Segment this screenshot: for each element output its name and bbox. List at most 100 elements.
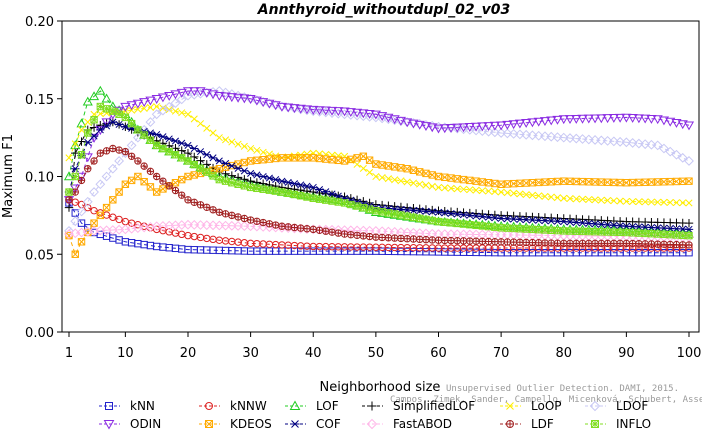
data-point bbox=[283, 103, 294, 113]
data-point bbox=[679, 231, 687, 239]
data-point bbox=[190, 144, 199, 153]
data-point bbox=[578, 195, 587, 203]
data-point bbox=[297, 224, 304, 232]
data-point bbox=[502, 120, 513, 130]
data-point bbox=[397, 211, 405, 219]
data-point bbox=[452, 123, 463, 133]
data-point bbox=[422, 215, 430, 223]
data-point bbox=[358, 111, 369, 122]
data-point bbox=[96, 120, 105, 130]
data-point bbox=[615, 113, 626, 123]
data-point bbox=[533, 117, 544, 127]
y-tick-label: 0.20 bbox=[25, 15, 54, 30]
data-point bbox=[234, 180, 242, 188]
data-point bbox=[121, 180, 130, 188]
data-point bbox=[247, 183, 255, 191]
data-point bbox=[345, 110, 356, 120]
data-point bbox=[252, 171, 262, 179]
data-point bbox=[397, 164, 405, 172]
data-point bbox=[621, 137, 632, 148]
data-point bbox=[415, 204, 424, 214]
data-point bbox=[170, 98, 181, 109]
data-point bbox=[159, 177, 167, 185]
data-point bbox=[667, 241, 674, 248]
data-point bbox=[151, 95, 162, 104]
data-point bbox=[184, 157, 192, 165]
data-point bbox=[665, 117, 676, 127]
data-point bbox=[491, 188, 499, 196]
data-point bbox=[341, 230, 348, 238]
legend-label: COF bbox=[316, 417, 341, 431]
data-point bbox=[96, 211, 104, 219]
data-point bbox=[96, 102, 104, 111]
data-point bbox=[159, 185, 167, 193]
data-point bbox=[71, 250, 79, 258]
data-point bbox=[547, 226, 555, 234]
data-point bbox=[389, 115, 400, 125]
data-point bbox=[109, 145, 117, 152]
data-point bbox=[502, 128, 513, 139]
series-layer bbox=[63, 85, 695, 258]
data-point bbox=[679, 241, 686, 248]
data-point bbox=[496, 121, 507, 131]
data-point bbox=[522, 225, 530, 233]
data-point bbox=[103, 105, 111, 113]
data-point bbox=[366, 418, 378, 430]
data-point bbox=[447, 174, 455, 182]
series-line bbox=[68, 90, 690, 232]
data-point bbox=[677, 152, 688, 163]
data-point bbox=[366, 205, 374, 213]
data-point bbox=[234, 140, 242, 148]
data-point bbox=[408, 119, 419, 129]
data-point bbox=[554, 240, 561, 247]
data-point bbox=[608, 114, 619, 123]
data-point bbox=[654, 198, 662, 206]
data-point bbox=[591, 178, 599, 186]
data-point bbox=[385, 234, 392, 241]
data-point bbox=[671, 118, 682, 128]
data-point bbox=[189, 87, 200, 97]
data-point bbox=[460, 237, 467, 245]
data-point bbox=[604, 196, 612, 205]
data-point bbox=[685, 177, 693, 185]
data-point bbox=[397, 177, 405, 185]
data-point bbox=[403, 235, 411, 242]
data-point bbox=[516, 239, 524, 246]
data-point bbox=[276, 102, 287, 112]
data-point bbox=[535, 192, 543, 200]
data-point bbox=[465, 211, 475, 219]
legend-label: LOF bbox=[316, 399, 339, 413]
data-point bbox=[96, 126, 105, 134]
data-point bbox=[464, 123, 475, 132]
data-point bbox=[685, 241, 693, 249]
data-point bbox=[548, 239, 555, 247]
data-point bbox=[422, 169, 430, 177]
data-point bbox=[491, 223, 499, 231]
data-point bbox=[71, 172, 79, 181]
x-tick-label: 1 bbox=[65, 346, 73, 361]
data-point bbox=[428, 205, 437, 215]
data-point bbox=[226, 93, 237, 103]
y-axis: 0.00 0.05 0.10 0.15 0.20 bbox=[25, 15, 62, 341]
data-point bbox=[685, 248, 693, 257]
data-point bbox=[491, 179, 499, 188]
data-point bbox=[196, 148, 205, 156]
data-point bbox=[598, 240, 605, 247]
data-point bbox=[228, 138, 236, 146]
data-point bbox=[251, 96, 262, 106]
data-point bbox=[572, 177, 580, 186]
data-point bbox=[410, 235, 417, 243]
data-point bbox=[77, 238, 86, 246]
data-point bbox=[359, 164, 367, 172]
data-point bbox=[579, 240, 586, 247]
data-point bbox=[146, 183, 155, 191]
data-point bbox=[259, 156, 267, 164]
data-point bbox=[251, 221, 262, 232]
data-point bbox=[122, 148, 129, 155]
data-point bbox=[591, 420, 599, 428]
data-point bbox=[416, 180, 424, 188]
data-point bbox=[560, 227, 568, 235]
data-point bbox=[65, 154, 73, 162]
data-point bbox=[622, 179, 630, 187]
data-point bbox=[453, 210, 462, 218]
